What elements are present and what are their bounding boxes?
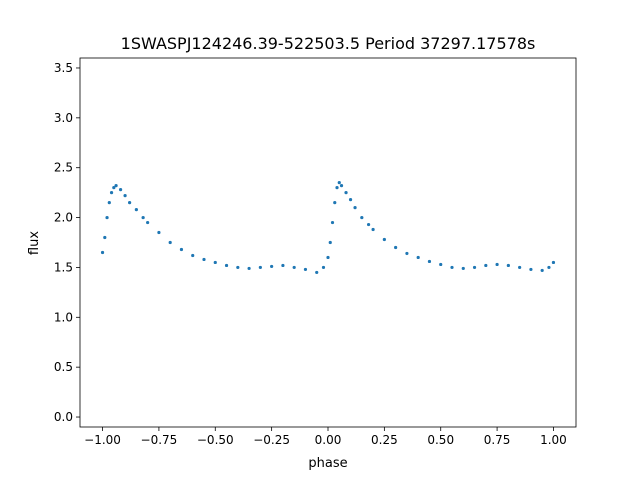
x-tick-label: 0.50 <box>427 433 454 447</box>
data-point <box>105 215 109 220</box>
x-tick-label: −0.50 <box>197 433 234 447</box>
data-point <box>540 268 544 273</box>
data-points <box>100 181 556 275</box>
data-point <box>333 201 337 205</box>
data-point <box>103 235 107 240</box>
data-point <box>157 230 161 235</box>
x-tick-label: 0.00 <box>315 433 342 447</box>
data-point <box>339 184 344 188</box>
data-point <box>328 240 332 245</box>
y-tick-label: 1.5 <box>54 260 73 274</box>
data-point <box>484 263 488 268</box>
data-point <box>518 265 522 270</box>
x-tick-label: 0.25 <box>371 433 398 447</box>
data-point <box>224 263 229 268</box>
data-point <box>360 215 364 220</box>
data-point <box>315 270 319 275</box>
data-point <box>371 227 375 232</box>
y-axis-ticks: 0.0 0.5 1.0 1.5 2.0 2.5 3.0 3.5 <box>54 61 80 424</box>
data-point <box>114 184 118 188</box>
x-tick-label: −1.00 <box>84 433 121 447</box>
data-point <box>303 267 308 272</box>
y-tick-label: 3.5 <box>54 61 73 75</box>
data-point <box>100 250 105 255</box>
x-tick-label: −0.25 <box>253 433 290 447</box>
data-point <box>506 263 510 268</box>
data-point <box>118 188 123 192</box>
data-point <box>281 263 285 268</box>
data-point <box>366 222 371 227</box>
data-point <box>382 237 386 242</box>
data-point <box>353 205 357 210</box>
y-tick-label: 2.0 <box>54 211 73 225</box>
data-point <box>236 265 240 270</box>
y-axis-label: flux <box>27 231 42 255</box>
data-point <box>330 220 335 225</box>
data-point <box>472 265 477 270</box>
chart-title: 1SWASPJ124246.39-522503.5 Period 37297.1… <box>121 34 536 53</box>
data-point <box>134 207 138 212</box>
data-point <box>109 191 114 195</box>
data-point <box>292 265 296 270</box>
data-point <box>179 247 184 252</box>
data-point <box>427 259 432 264</box>
data-point <box>450 265 454 270</box>
data-point <box>247 266 251 271</box>
data-point <box>128 201 132 205</box>
data-point <box>551 260 556 265</box>
data-point <box>270 264 274 269</box>
data-point <box>191 253 195 258</box>
data-point <box>202 257 206 262</box>
y-tick-label: 3.0 <box>54 111 73 125</box>
x-tick-label: 1.00 <box>540 433 567 447</box>
x-tick-label: 0.75 <box>484 433 511 447</box>
y-tick-label: 0.5 <box>54 360 73 374</box>
data-point <box>495 262 499 267</box>
y-tick-label: 2.5 <box>54 161 73 175</box>
data-point <box>439 262 443 267</box>
data-point <box>258 265 262 270</box>
data-point <box>344 191 348 195</box>
data-point <box>348 198 353 202</box>
data-point <box>123 194 127 198</box>
data-point <box>337 181 341 185</box>
data-point <box>416 255 420 260</box>
data-point <box>141 215 145 220</box>
x-axis-ticks: −1.00 −0.75 −0.50 −0.25 0.00 0.25 0.50 0.75 1.00 <box>84 427 567 447</box>
data-point <box>107 201 111 205</box>
data-point <box>529 267 533 272</box>
data-point <box>146 220 150 225</box>
data-point <box>168 240 172 245</box>
x-axis-label: phase <box>308 456 347 471</box>
data-point <box>547 265 551 270</box>
data-point <box>326 255 330 260</box>
data-point <box>213 260 217 265</box>
y-tick-label: 1.0 <box>54 310 73 324</box>
data-point <box>394 245 398 250</box>
y-tick-label: 0.0 <box>54 410 73 424</box>
data-point <box>321 265 326 270</box>
x-tick-label: −0.75 <box>141 433 178 447</box>
data-point <box>405 251 409 256</box>
data-point <box>112 186 116 190</box>
data-point <box>335 186 339 190</box>
data-point <box>461 266 465 271</box>
